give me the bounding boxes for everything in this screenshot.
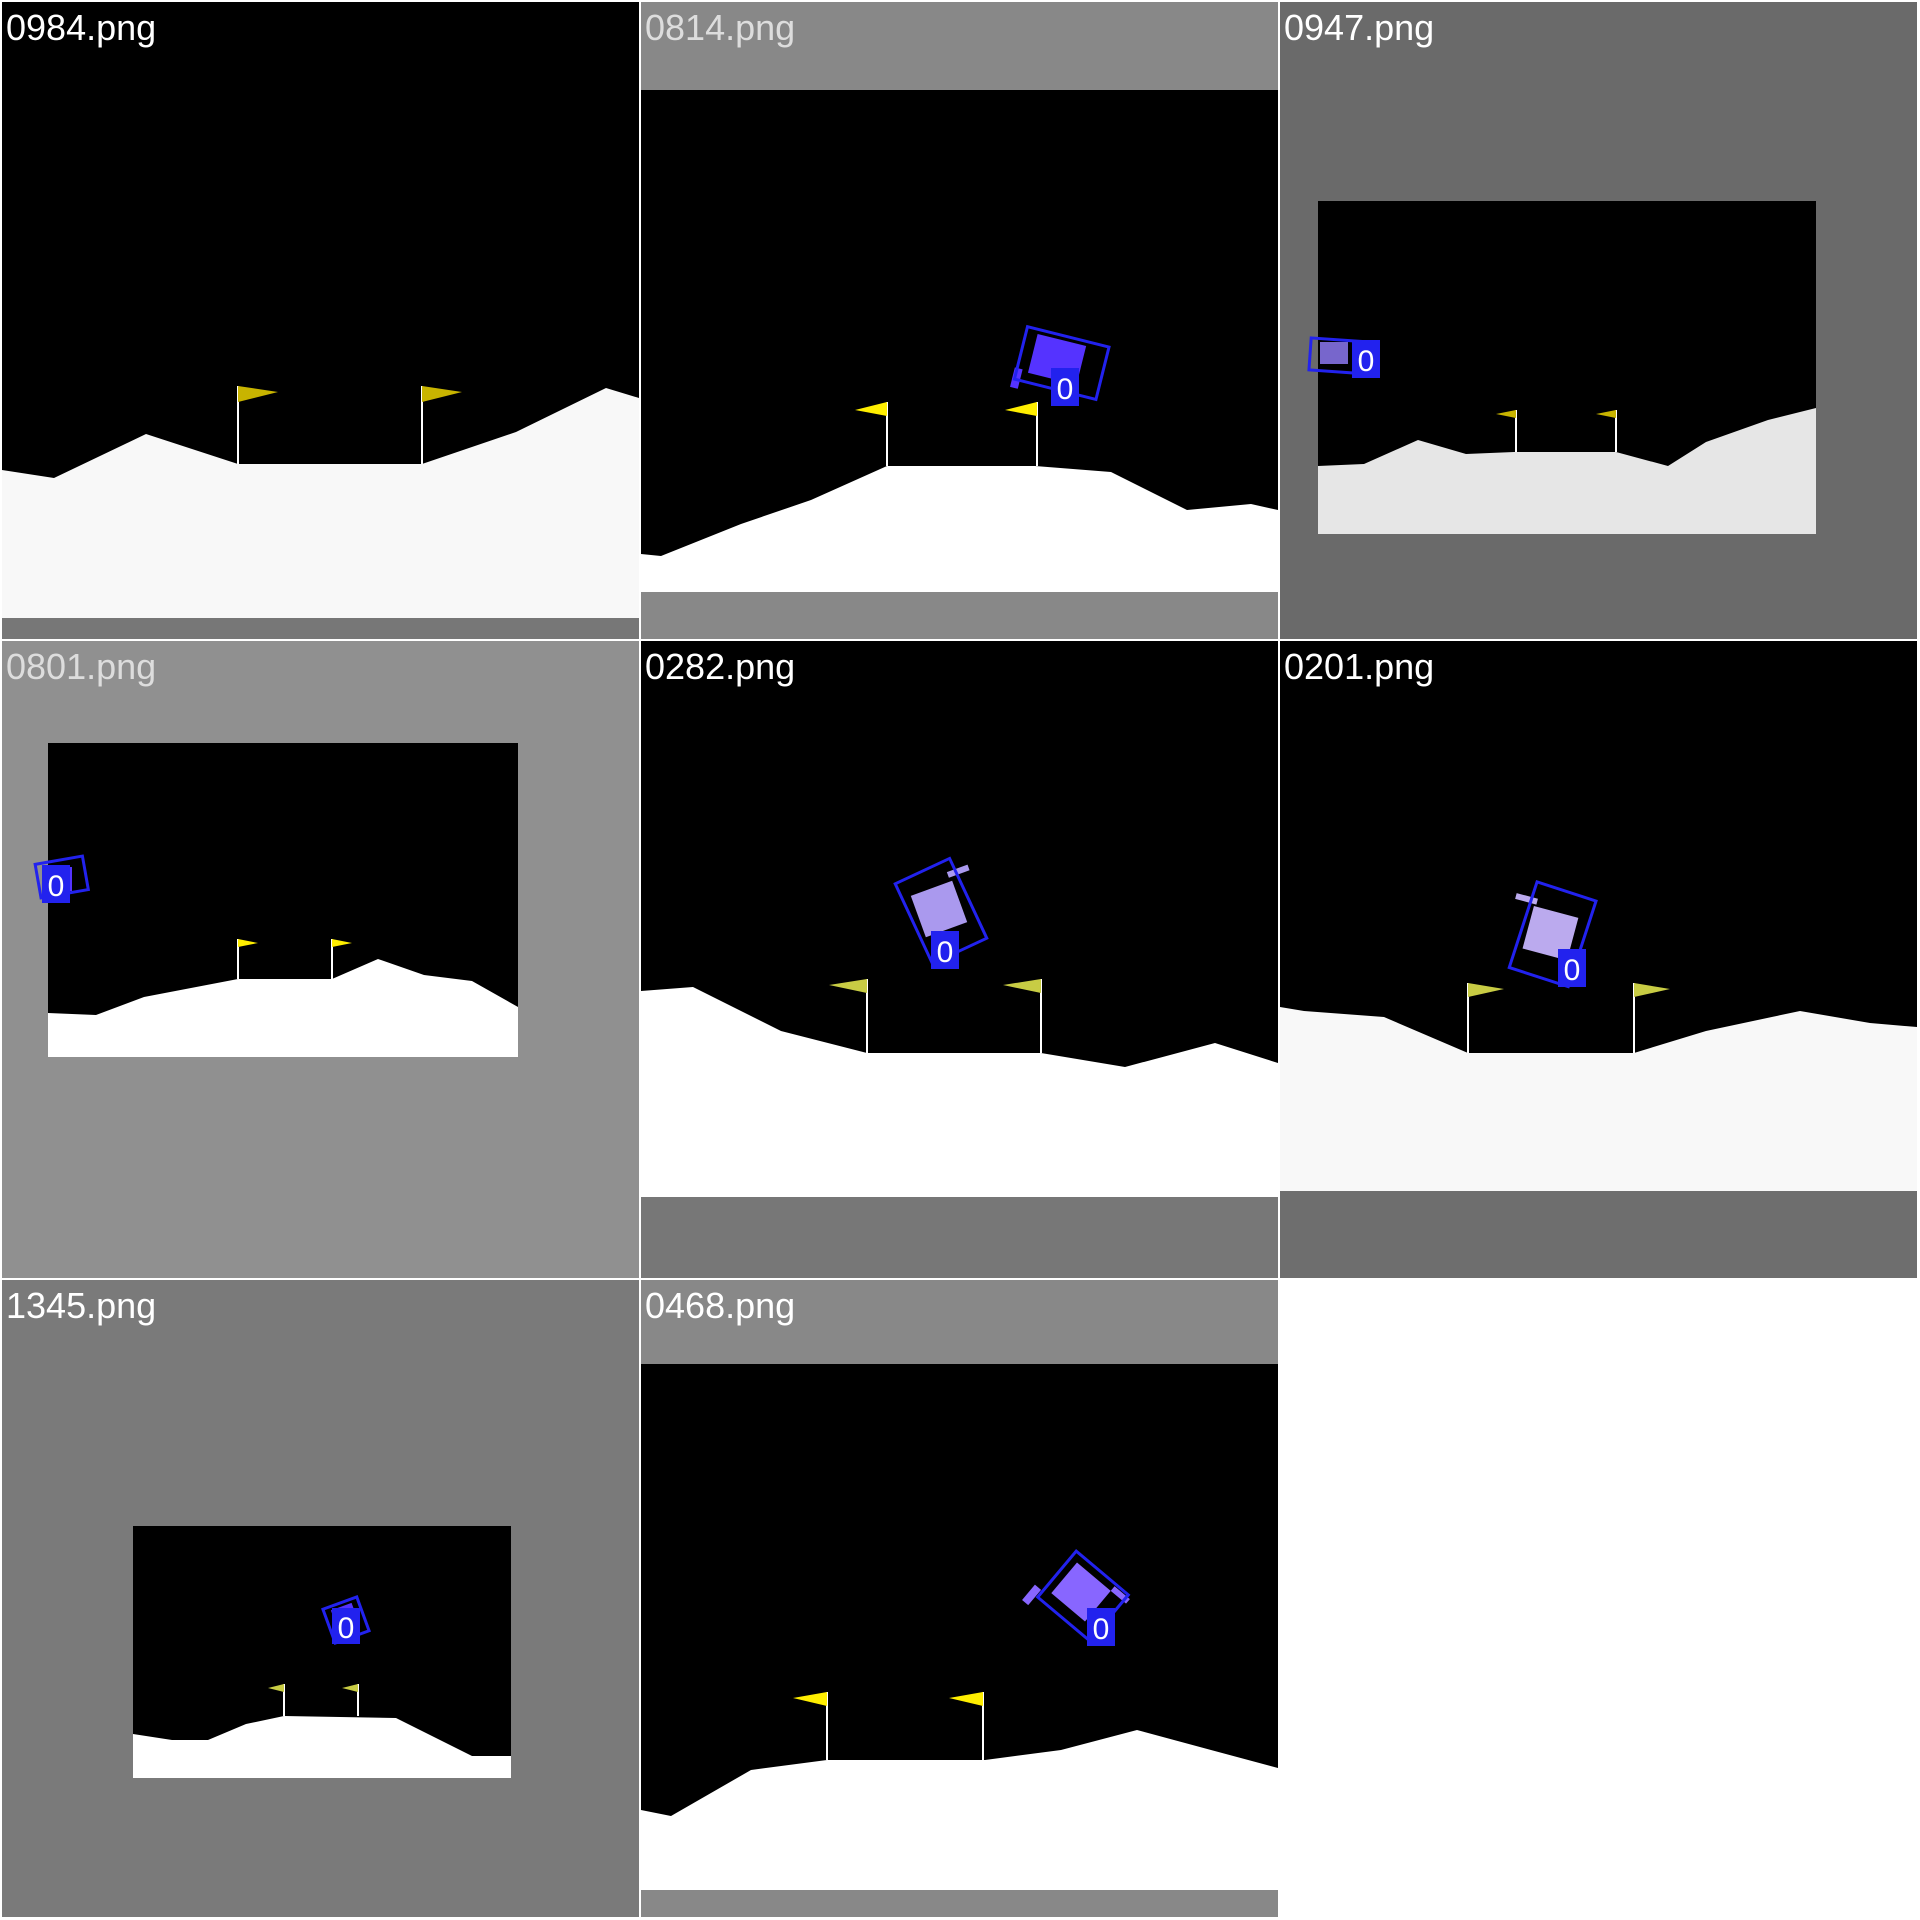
tile-filename: 0282.png	[645, 646, 796, 687]
detection-box	[893, 856, 989, 966]
landing-flag-right	[1596, 410, 1617, 452]
tile-filename: 0468.png	[645, 1285, 796, 1326]
landing-flag-left	[237, 939, 258, 979]
detection-label-badge	[1352, 340, 1380, 378]
lander	[1320, 342, 1348, 364]
moon-terrain	[1318, 408, 1816, 534]
detection-label-badge	[332, 1608, 360, 1644]
landing-flag-left	[1467, 983, 1504, 1053]
landing-flag-left	[1496, 410, 1517, 452]
detection-label: 0	[1093, 1613, 1110, 1646]
landing-flag-left	[268, 1684, 285, 1716]
detection-box	[1507, 879, 1598, 989]
moon-terrain	[2, 388, 639, 618]
landing-flag-right	[949, 1692, 984, 1760]
grid-tile-0282[interactable]: 0 0282.png	[641, 641, 1278, 1278]
game-frame: 0	[2, 641, 639, 1278]
grid-tile-1345[interactable]: 0 1345.png	[2, 1280, 639, 1917]
tile-filename: 0801.png	[6, 646, 157, 687]
detection-label: 0	[1564, 954, 1581, 987]
game-frame: 0	[641, 1280, 1278, 1917]
landing-flag-left	[793, 1692, 828, 1760]
detection-label-badge	[42, 865, 70, 903]
tile-filename: 1345.png	[6, 1285, 157, 1326]
detection-label-badge	[1087, 1608, 1115, 1646]
game-frame: 0	[641, 641, 1278, 1278]
game-frame: 0	[1280, 2, 1917, 639]
detection-label: 0	[338, 1612, 355, 1645]
landing-flag-right	[1633, 983, 1670, 1053]
game-frame	[2, 2, 639, 639]
grid-tile-0814[interactable]: 0 0814.png	[641, 2, 1278, 639]
detection-label: 0	[937, 936, 954, 969]
moon-terrain	[641, 466, 1278, 592]
landing-flag-right	[331, 939, 352, 979]
detection-label-badge	[931, 931, 959, 969]
landing-flag-left	[855, 402, 888, 466]
tile-filename: 0201.png	[1284, 646, 1435, 687]
moon-terrain	[48, 959, 518, 1057]
detection-label: 0	[48, 870, 65, 903]
detection-label-badge	[1051, 368, 1079, 406]
detection-label: 0	[1358, 345, 1375, 378]
frame-border	[2, 618, 639, 639]
grid-tile-0201[interactable]: 0 0201.png	[1280, 641, 1917, 1278]
moon-terrain	[133, 1716, 511, 1778]
landing-flag-left	[829, 979, 868, 1053]
lander	[1515, 893, 1579, 961]
grid-tile-0468[interactable]: 0 0468.png	[641, 1280, 1278, 1917]
detection-label: 0	[1057, 373, 1074, 406]
moon-terrain	[641, 987, 1278, 1197]
lander	[910, 864, 970, 938]
tile-filename: 0814.png	[645, 7, 796, 48]
detection-label-badge	[1558, 949, 1586, 987]
landing-flag-right	[1005, 402, 1038, 466]
landing-flag-left	[237, 386, 278, 464]
tile-filename: 0947.png	[1284, 7, 1435, 48]
grid-tile-0984[interactable]: 0984.png	[2, 2, 639, 639]
landing-flag-right	[421, 386, 462, 464]
grid-tile-0947[interactable]: 0 0947.png	[1280, 2, 1917, 639]
landing-flag-right	[342, 1684, 359, 1716]
landing-flag-right	[1003, 979, 1042, 1053]
game-frame: 0	[1280, 641, 1917, 1278]
game-frame: 0	[2, 1280, 639, 1917]
moon-terrain	[641, 1730, 1278, 1890]
game-frame: 0	[641, 2, 1278, 639]
tile-filename: 0984.png	[6, 7, 157, 48]
moon-terrain	[1280, 1007, 1917, 1191]
grid-tile-0801[interactable]: 0 0801.png	[2, 641, 639, 1278]
